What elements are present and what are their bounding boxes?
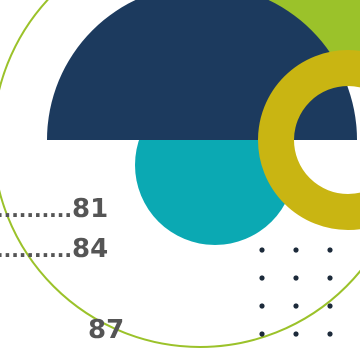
toc-leader: ..........	[0, 198, 72, 222]
toc-page-number: 87	[88, 315, 125, 345]
toc-page-number: 84	[71, 234, 109, 264]
toc-entry[interactable]: ..........81	[0, 193, 108, 225]
mustard-ring	[258, 50, 360, 230]
toc-entry[interactable]: ..........84	[0, 233, 108, 265]
toc-entry[interactable]: 87	[88, 314, 124, 346]
outline-circle	[0, 0, 360, 348]
toc-leader: ..........	[0, 238, 72, 262]
toc-page-number: 81	[71, 194, 109, 224]
dot-grid	[259, 247, 333, 337]
